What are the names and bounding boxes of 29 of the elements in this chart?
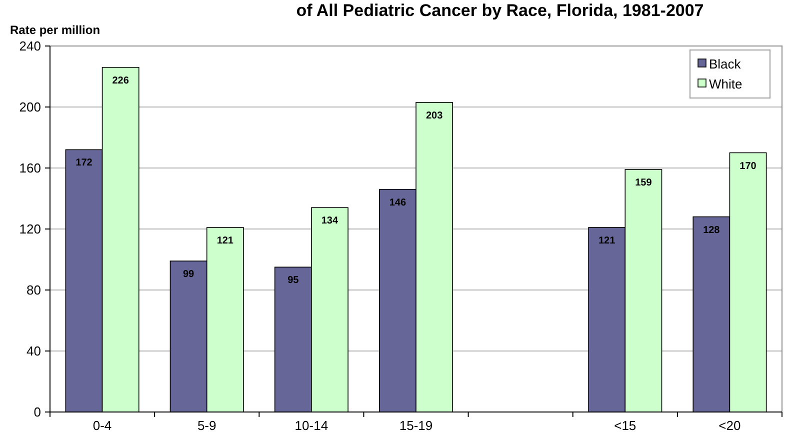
data-label: 170 bbox=[740, 160, 757, 172]
y-axis-title: Rate per million bbox=[10, 23, 100, 37]
data-label: 226 bbox=[112, 75, 130, 86]
y-tick-label: 240 bbox=[19, 38, 41, 54]
chart-title: of All Pediatric Cancer by Race, Florida, 1981-2007 bbox=[296, 1, 704, 20]
y-tick-label: 0 bbox=[34, 404, 41, 420]
data-label: 121 bbox=[216, 235, 234, 246]
data-label: 203 bbox=[426, 110, 444, 122]
legend-label: Black bbox=[709, 56, 742, 72]
y-tick-label: 200 bbox=[19, 100, 41, 115]
data-label: 121 bbox=[598, 235, 616, 246]
data-label: 99 bbox=[182, 269, 195, 280]
data-label: 134 bbox=[321, 216, 339, 227]
data-label: 128 bbox=[703, 224, 720, 236]
x-tick-label: 5-9 bbox=[197, 418, 216, 433]
y-tick-label: 80 bbox=[26, 282, 41, 298]
legend-label: White bbox=[709, 76, 742, 92]
x-tick-label: 0-4 bbox=[92, 418, 112, 433]
y-tick-label: 160 bbox=[19, 160, 41, 176]
data-label: 95 bbox=[288, 275, 300, 286]
x-tick-label: 10-14 bbox=[294, 418, 328, 433]
y-tick-label: 40 bbox=[26, 344, 41, 359]
data-label: 159 bbox=[635, 178, 652, 189]
x-tick-label: <20 bbox=[718, 418, 741, 433]
x-tick-label: <15 bbox=[614, 418, 636, 433]
data-label: 146 bbox=[389, 197, 406, 208]
y-tick-label: 120 bbox=[19, 222, 41, 237]
data-label: 172 bbox=[76, 158, 93, 169]
x-tick-label: 15-19 bbox=[399, 418, 433, 433]
